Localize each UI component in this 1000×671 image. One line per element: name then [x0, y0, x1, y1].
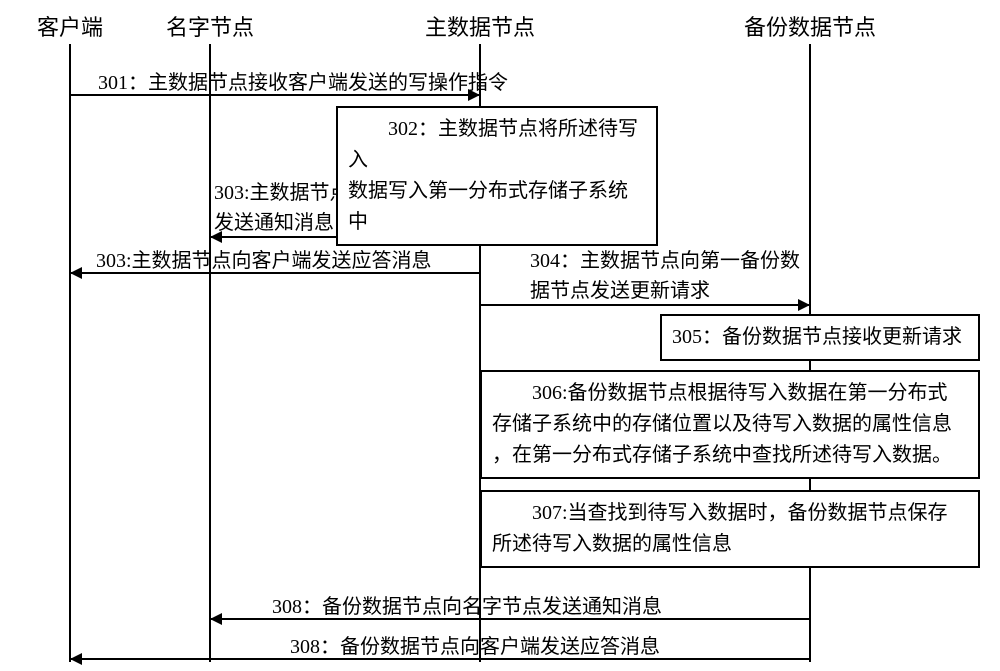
- arrow-head-m308b: [70, 653, 82, 665]
- participant-label-primary: 主数据节点: [425, 10, 535, 42]
- box-b307: 307:当查找到待写入数据时，备份数据节点保存所述待写入数据的属性信息: [480, 490, 980, 568]
- msg-text-m301: 301：主数据节点接收客户端发送的写操作指令: [98, 66, 508, 95]
- box-b306: 306:备份数据节点根据待写入数据在第一分布式存储子系统中的存储位置以及待写入数…: [480, 370, 980, 479]
- box-b302: 302：主数据节点将所述待写入数据写入第一分布式存储子系统中: [336, 106, 658, 246]
- msg-text-m304: 304：主数据节点向第一备份数据节点发送更新请求: [530, 246, 800, 306]
- box-b305: 305：备份数据节点接收更新请求: [660, 314, 980, 361]
- arrow-head-m308a: [210, 613, 222, 625]
- msg-text-m308a: 308：备份数据节点向名字节点发送通知消息: [272, 590, 662, 619]
- arrow-head-m303b: [70, 267, 82, 279]
- lifeline-name: [209, 44, 211, 662]
- participant-label-backup: 备份数据节点: [744, 10, 876, 42]
- participant-label-name: 名字节点: [166, 10, 254, 42]
- lifeline-client: [69, 44, 71, 662]
- msg-text-m308b: 308：备份数据节点向客户端发送应答消息: [290, 630, 660, 659]
- participant-label-client: 客户端: [37, 10, 103, 42]
- msg-text-m303b: 303:主数据节点向客户端发送应答消息: [96, 244, 432, 273]
